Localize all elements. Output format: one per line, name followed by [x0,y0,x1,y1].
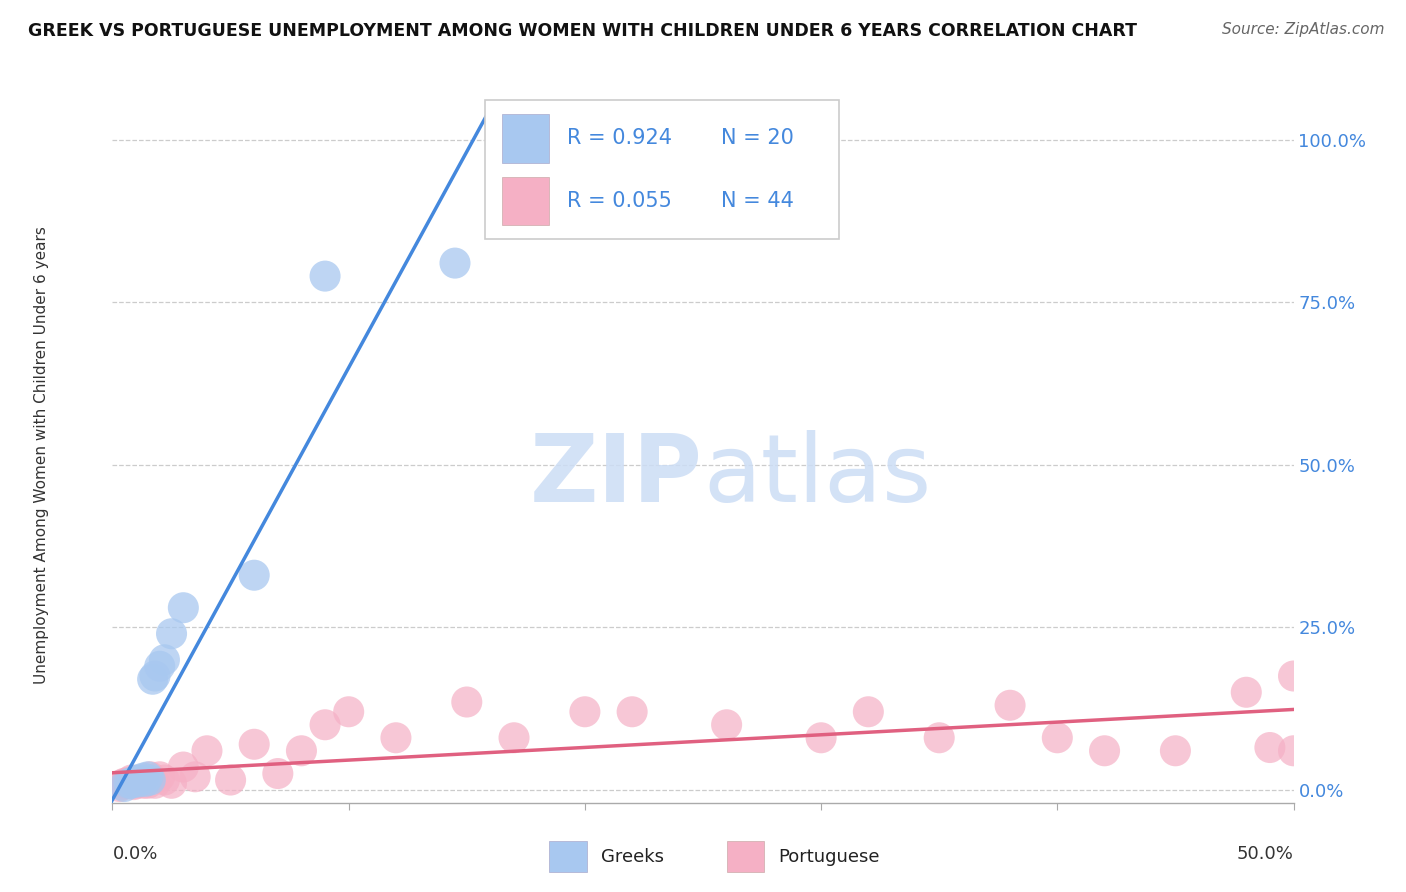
Text: Unemployment Among Women with Children Under 6 years: Unemployment Among Women with Children U… [34,226,49,684]
Text: ZIP: ZIP [530,430,703,522]
Text: 50.0%: 50.0% [1237,845,1294,863]
Text: R = 0.055: R = 0.055 [567,191,672,211]
Point [1282,669,1305,683]
Point [136,770,159,784]
Point [143,669,166,683]
Point [135,774,157,789]
Point [112,780,135,794]
FancyBboxPatch shape [727,841,765,872]
Point [125,772,148,787]
Point [118,775,141,789]
Point [998,698,1021,713]
Point [1282,744,1305,758]
Point [219,772,242,787]
Point [172,600,194,615]
Text: Source: ZipAtlas.com: Source: ZipAtlas.com [1222,22,1385,37]
Point [153,653,176,667]
Point [160,626,183,640]
Point [810,731,832,745]
Point [129,772,152,787]
Point [139,772,162,787]
Point [1094,744,1116,758]
Point [135,772,157,787]
Point [127,772,149,787]
Point [385,731,408,745]
Text: R = 0.924: R = 0.924 [567,128,672,148]
Point [290,744,312,758]
Point [139,770,162,784]
Point [267,766,290,780]
FancyBboxPatch shape [485,100,839,239]
Point [142,672,165,686]
Point [132,776,155,790]
Point [149,770,172,784]
Text: Greeks: Greeks [602,847,665,866]
Point [115,776,138,790]
Point [108,780,131,794]
Point [122,775,145,789]
Point [1046,731,1069,745]
Point [111,778,134,792]
Point [184,770,207,784]
Point [122,778,145,792]
Point [928,731,950,745]
Text: atlas: atlas [703,430,931,522]
Point [314,269,336,284]
FancyBboxPatch shape [550,841,588,872]
Point [1234,685,1257,699]
Point [243,568,266,582]
Point [456,695,478,709]
Point [136,776,159,790]
Text: Portuguese: Portuguese [779,847,880,866]
Point [858,705,880,719]
Text: N = 20: N = 20 [721,128,793,148]
Point [153,772,176,787]
Point [143,776,166,790]
Point [1258,740,1281,755]
Point [337,705,360,719]
Point [149,659,172,673]
Point [195,744,218,758]
Point [243,737,266,751]
Point [120,772,142,787]
Point [112,776,135,790]
Point [120,776,142,790]
FancyBboxPatch shape [502,114,550,162]
Point [172,760,194,774]
Point [160,776,183,790]
FancyBboxPatch shape [502,177,550,226]
Point [132,771,155,785]
Point [621,705,644,719]
Point [716,718,738,732]
Point [118,776,141,790]
Point [125,776,148,790]
Point [503,731,526,745]
Text: N = 44: N = 44 [721,191,793,211]
Text: GREEK VS PORTUGUESE UNEMPLOYMENT AMONG WOMEN WITH CHILDREN UNDER 6 YEARS CORRELA: GREEK VS PORTUGUESE UNEMPLOYMENT AMONG W… [28,22,1137,40]
Point [129,775,152,789]
Point [127,775,149,789]
Text: 0.0%: 0.0% [112,845,157,863]
Point [574,705,596,719]
Point [444,256,467,270]
Point [314,718,336,732]
Point [1164,744,1187,758]
